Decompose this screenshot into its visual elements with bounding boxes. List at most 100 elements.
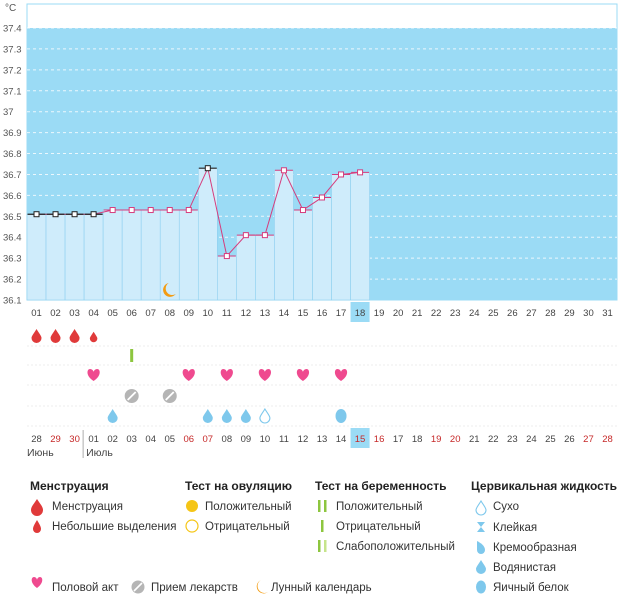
legend-title-ovulation-test: Тест на овуляцию — [185, 479, 292, 493]
calendar-date-label: 10 — [260, 434, 271, 445]
calendar-date-label: 21 — [469, 434, 480, 445]
watery-drop-icon — [240, 409, 251, 423]
temperature-bar — [197, 167, 218, 301]
calendar-date-label: 29 — [50, 434, 61, 445]
calendar-date-label: 12 — [298, 434, 309, 445]
calendar-date-label: 07 — [203, 434, 214, 445]
light-discharge-drop-icon — [89, 331, 98, 343]
y-tick-label: 36.5 — [3, 212, 22, 223]
intercourse-heart-icon — [220, 369, 233, 381]
y-tick-label: 36.3 — [3, 254, 22, 265]
menstruation-drop-icon — [69, 329, 80, 343]
day-label: 05 — [107, 308, 118, 319]
temperature-bar — [312, 197, 332, 301]
temperature-point — [147, 207, 154, 214]
temperature-bar — [178, 209, 199, 301]
legend-item-pregnancy-weak-positive: Слабоположительный — [336, 541, 455, 553]
day-label: 20 — [393, 308, 404, 319]
calendar-date-label: 01 — [88, 434, 99, 445]
calendar-date-label: 05 — [164, 434, 175, 445]
intercourse-heart-icon — [182, 369, 195, 381]
y-tick-label: 37.2 — [3, 65, 22, 76]
day-label: 25 — [488, 308, 499, 319]
day-label: 02 — [50, 308, 61, 319]
legend-item-ovulation-negative: Отрицательный — [205, 521, 290, 533]
legend-item-sticky: Клейкая — [493, 522, 537, 534]
ovulation-positive-icon — [186, 500, 198, 512]
y-tick-label: 37 — [3, 107, 14, 118]
medication-pill-stripe — [165, 391, 175, 401]
y-tick-label: 36.8 — [3, 149, 22, 160]
calendar-date-label: 11 — [279, 434, 289, 445]
menstruation-drop-icon — [31, 499, 43, 516]
calendar-date-label: 02 — [107, 434, 118, 445]
legend-item-egg-white: Яичный белок — [493, 582, 570, 594]
day-label: 23 — [450, 308, 461, 319]
watery-drop-icon — [107, 409, 118, 423]
moon-icon — [163, 283, 176, 297]
calendar-date-label: 17 — [393, 434, 404, 445]
temperature-bar — [159, 209, 180, 301]
day-label: 22 — [431, 308, 442, 319]
intercourse-heart-icon — [334, 369, 348, 381]
day-label: 17 — [336, 308, 347, 319]
y-tick-label: 37.3 — [3, 44, 22, 55]
legend-title-menstruation: Менструация — [30, 479, 109, 493]
day-label: 31 — [602, 308, 613, 319]
y-tick-label: 36.1 — [3, 296, 22, 307]
y-tick-label: 36.2 — [3, 275, 22, 286]
day-label: 30 — [583, 308, 594, 319]
highlight-day-cell — [350, 302, 370, 322]
watery-drop-icon — [476, 560, 486, 574]
temperature-bar — [83, 213, 104, 301]
temperature-point — [280, 167, 287, 174]
day-label: 06 — [126, 308, 137, 319]
calendar-date-label: 03 — [126, 434, 137, 445]
calendar-date-label: 28 — [602, 434, 613, 445]
legend-title-pregnancy-test: Тест на беременность — [315, 479, 446, 493]
temperature-bar — [293, 209, 313, 301]
intercourse-heart-icon — [87, 369, 100, 381]
day-label: 26 — [507, 308, 518, 319]
calendar-date-label: 19 — [431, 434, 442, 445]
temperature-bar — [102, 209, 123, 301]
day-label: 12 — [241, 308, 252, 319]
temperature-bar — [217, 255, 237, 301]
legend-title-cervical-fluid: Цервикальная жидкость — [471, 479, 617, 493]
calendar-date-label: 28 — [31, 434, 42, 445]
day-label: 09 — [183, 308, 194, 319]
pregnancy-negative-icon — [321, 520, 324, 532]
light-discharge-drop-icon — [33, 520, 41, 533]
calendar-date-label: 04 — [145, 434, 156, 445]
sticky-hourglass-icon — [477, 522, 485, 532]
temperature-bar — [274, 169, 294, 301]
pregnancy-test-negative-icon — [130, 349, 134, 362]
dry-drop-icon — [475, 499, 487, 516]
legend-item-ovulation-positive: Положительный — [205, 501, 292, 513]
day-label: 01 — [31, 308, 42, 319]
day-label: 16 — [317, 308, 328, 319]
day-label: 29 — [564, 308, 575, 319]
temperature-bar — [255, 234, 275, 301]
temperature-bar — [331, 174, 351, 301]
legend-item-light-discharge: Небольшие выделения — [52, 521, 176, 533]
y-tick-label: 36.7 — [3, 170, 22, 181]
legend-item-pregnancy-positive: Положительный — [336, 501, 423, 513]
y-tick-label: 37.4 — [3, 24, 22, 35]
temperature-point — [261, 232, 268, 239]
medication-pill-stripe — [127, 391, 137, 401]
legend-item-pregnancy-negative: Отрицательный — [336, 521, 421, 533]
temperature-point — [299, 207, 306, 214]
legend-item-intercourse: Половой акт — [52, 582, 119, 594]
pregnancy-weak-positive-icon — [318, 540, 327, 552]
temperature-point — [357, 169, 364, 176]
temperature-point — [128, 207, 135, 214]
y-tick-label: 36.6 — [3, 191, 22, 202]
menstruation-drop-icon — [50, 329, 61, 343]
y-tick-label: 36.4 — [3, 233, 22, 244]
pregnancy-positive-icon — [318, 500, 327, 512]
day-label: 03 — [69, 308, 80, 319]
legend-item-lunar-calendar: Лунный календарь — [271, 582, 372, 594]
day-label: 18 — [355, 308, 366, 319]
y-tick-label: 37.1 — [3, 86, 22, 97]
